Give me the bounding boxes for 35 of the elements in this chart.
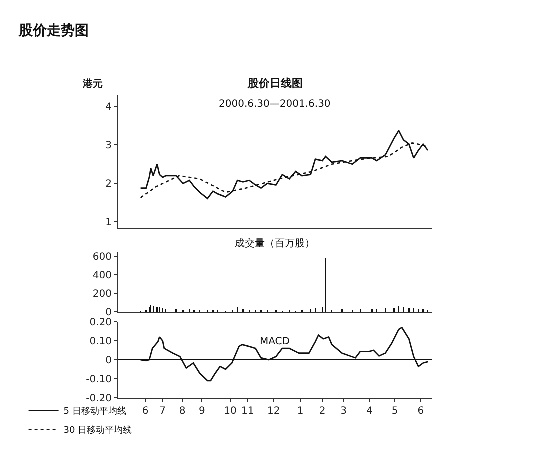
y-tick-label: 0 (106, 356, 112, 366)
y-tick-label: 2 (106, 179, 112, 190)
x-tick-label: 6 (142, 406, 149, 417)
legend-label: 5 日移动平均线 (64, 406, 126, 418)
annotation: 2000.6.30—2001.6.30 (219, 99, 331, 110)
y-tick-label: 1 (106, 218, 112, 229)
y-tick-label: 4 (106, 102, 112, 114)
y-tick-label: 400 (92, 270, 112, 282)
y-tick-label: 0.10 (90, 336, 112, 348)
x-tick-label: 9 (199, 406, 206, 417)
y-tick-label: 200 (92, 289, 112, 300)
x-tick-label: 8 (179, 406, 186, 417)
text: MACD (260, 336, 290, 348)
y-tick-label: 600 (92, 252, 112, 264)
y-axis-title: 港元 (82, 78, 103, 90)
y-tick-label: 0.20 (90, 318, 112, 328)
y-tick-label: -0.10 (86, 374, 112, 386)
y-tick-label: 0 (106, 308, 112, 318)
y-tick-label: 3 (106, 140, 112, 152)
line-series (140, 130, 429, 200)
chart-title: 成交量（百万股） (235, 238, 315, 250)
x-tick-label: 2 (319, 406, 326, 417)
legend-label: 30 日移动平均线 (64, 425, 132, 436)
x-tick-label: 11 (241, 406, 254, 417)
x-tick-label: 1 (297, 406, 304, 417)
chart-title: 股价走势图 (18, 22, 90, 39)
x-tick-label: 4 (366, 406, 374, 417)
x-tick-label: 10 (224, 406, 237, 417)
y-tick-label: -0.20 (86, 394, 112, 404)
x-tick-label: 7 (160, 406, 166, 417)
x-tick-label: 5 (392, 406, 398, 417)
x-tick-label: 12 (267, 406, 280, 417)
x-tick-label: 6 (418, 406, 424, 417)
x-tick-label: 3 (340, 406, 348, 417)
chart-subtitle: 股价日线图 (247, 77, 303, 90)
